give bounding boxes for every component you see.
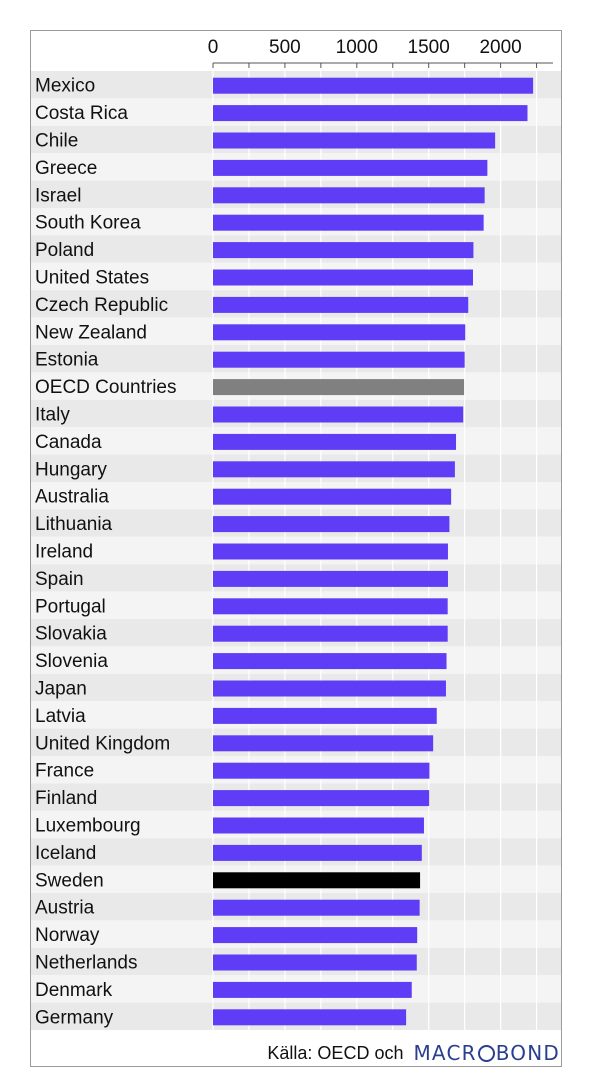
bar: [213, 187, 485, 204]
chart-footer: Källa: OECD och MACR BOND: [0, 1038, 560, 1068]
bar: [213, 543, 448, 560]
bar: [213, 653, 447, 670]
bar: [213, 296, 469, 313]
logo-text-right: BOND: [495, 1041, 560, 1065]
category-label: Italy: [35, 405, 70, 426]
category-label: Netherlands: [35, 953, 137, 974]
bar: [213, 242, 474, 259]
category-label: Slovakia: [35, 624, 107, 645]
bar-chart: 0 500 1000 1500 2000 Mexico Costa Rica Chile Gre…: [31, 37, 561, 1030]
category-label: Finland: [35, 788, 97, 809]
category-label: Czech Republic: [35, 295, 168, 316]
category-label: Latvia: [35, 706, 86, 727]
bar: [213, 707, 437, 724]
category-label: Norway: [35, 925, 100, 946]
bar: [213, 406, 464, 423]
category-label: Japan: [35, 679, 87, 700]
bar: [213, 762, 430, 779]
bar: [213, 817, 424, 834]
category-label: Ireland: [35, 542, 93, 563]
bar: [213, 872, 421, 889]
x-tick-label: 1000: [336, 37, 378, 58]
bar: [213, 351, 465, 368]
x-tick-label: 1500: [408, 37, 450, 58]
category-label: Chile: [35, 131, 78, 152]
category-label: Portugal: [35, 596, 106, 617]
category-label: Israel: [35, 185, 81, 206]
bar: [213, 105, 528, 122]
category-label: Estonia: [35, 350, 99, 371]
chart-frame: 0 500 1000 1500 2000 Mexico Costa Rica Chile Gre…: [30, 30, 562, 1067]
x-tick-label: 500: [269, 37, 301, 58]
category-label: New Zealand: [35, 322, 147, 343]
bar: [213, 1009, 407, 1026]
bar: [213, 844, 422, 861]
bar: [213, 954, 417, 971]
bar: [213, 735, 434, 752]
bar: [213, 433, 457, 450]
bar: [213, 461, 455, 478]
category-label: OECD Countries: [35, 377, 177, 398]
bar: [213, 488, 452, 505]
bar: [213, 132, 496, 149]
bar: [213, 598, 448, 615]
category-label: Hungary: [35, 459, 107, 480]
macrobond-logo: MACR BOND: [413, 1041, 560, 1065]
source-text: Källa: OECD och: [267, 1042, 404, 1063]
category-label: United Kingdom: [35, 733, 170, 754]
bar: [213, 214, 484, 231]
bar: [213, 77, 534, 94]
category-label: United States: [35, 268, 149, 289]
x-tick-label: 0: [208, 37, 219, 58]
bar: [213, 927, 418, 944]
category-label: Denmark: [35, 980, 113, 1001]
category-label: Germany: [35, 1007, 114, 1028]
category-label: Poland: [35, 240, 94, 261]
category-label: France: [35, 761, 94, 782]
bar: [213, 625, 448, 642]
logo-o-ring: [477, 1044, 495, 1062]
logo-text-left: MACR: [413, 1041, 477, 1065]
category-label: Slovenia: [35, 651, 108, 672]
bar: [213, 899, 420, 916]
bar: [213, 269, 473, 286]
bar: [213, 790, 430, 807]
category-label: Mexico: [35, 76, 95, 97]
category-label: Lithuania: [35, 514, 113, 535]
bar: [213, 981, 412, 998]
x-tick-label: 2000: [479, 37, 521, 58]
bar: [213, 324, 466, 341]
category-label: Austria: [35, 898, 95, 919]
bar: [213, 516, 450, 533]
category-label: South Korea: [35, 213, 141, 234]
category-label: Iceland: [35, 843, 96, 864]
category-label: Costa Rica: [35, 103, 128, 124]
category-label: Greece: [35, 158, 97, 179]
bar: [213, 159, 488, 176]
bar: [213, 570, 448, 587]
bar: [213, 379, 465, 396]
category-label: Luxembourg: [35, 816, 141, 837]
category-label: Canada: [35, 432, 102, 453]
category-label: Spain: [35, 569, 84, 590]
category-label: Australia: [35, 487, 109, 508]
bar: [213, 680, 446, 697]
category-label: Sweden: [35, 870, 104, 891]
